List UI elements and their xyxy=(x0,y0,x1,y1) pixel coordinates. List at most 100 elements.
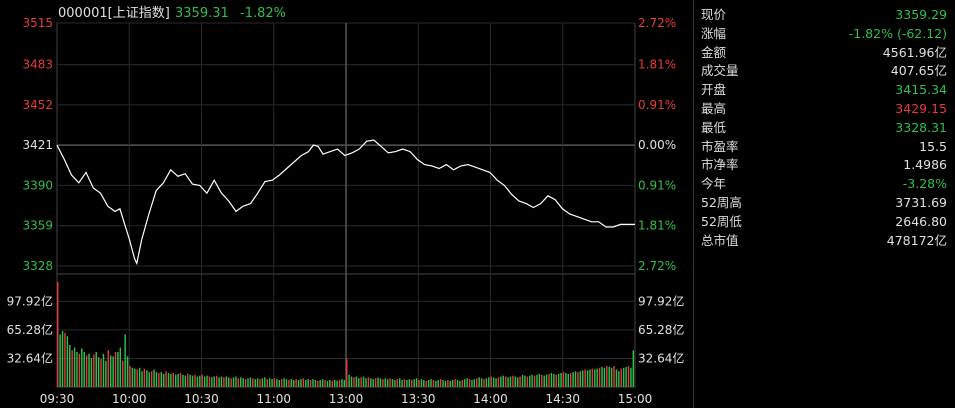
time-tick-label: 09:30 xyxy=(40,392,75,406)
volume-bar xyxy=(283,378,285,387)
stat-value: -3.28% xyxy=(902,176,947,192)
volume-bar xyxy=(184,375,187,387)
volume-bar xyxy=(548,373,550,387)
volume-bar xyxy=(569,373,572,387)
quote-stats-panel: 现价 3359.29 涨幅 -1.82% (-62.12) 金额 4561.96亿 成交量 4… xyxy=(693,0,955,408)
price-tick-label-left: 3390 xyxy=(22,178,53,192)
volume-bar xyxy=(273,378,276,387)
volume-bar xyxy=(543,375,545,387)
volume-bar xyxy=(314,380,317,387)
volume-bar xyxy=(478,377,480,387)
stat-label: 52周高 xyxy=(701,195,742,210)
volume-bar xyxy=(177,373,179,387)
volume-tick-label-left: 65.28亿 xyxy=(7,322,53,337)
volume-bar xyxy=(69,345,71,387)
volume-bar xyxy=(389,378,391,387)
volume-bar xyxy=(526,376,529,387)
volume-bar xyxy=(565,373,567,387)
volume-bar xyxy=(476,378,478,387)
volume-bar xyxy=(107,350,110,387)
stat-row: 最低 3328.31 xyxy=(701,119,947,137)
volume-bar xyxy=(105,360,107,387)
volume-bar xyxy=(73,347,76,387)
volume-bar xyxy=(524,375,526,387)
volume-bar xyxy=(131,367,134,387)
price-tick-label-left: 3421 xyxy=(22,138,53,152)
volume-bar xyxy=(406,380,408,387)
volume-bar xyxy=(249,377,252,387)
volume-bar xyxy=(538,373,541,387)
volume-bar xyxy=(146,370,148,387)
volume-bar xyxy=(196,376,199,387)
volume-bar xyxy=(61,331,64,387)
volume-bar xyxy=(179,373,182,387)
volume-bar xyxy=(252,378,254,387)
volume-bar xyxy=(442,380,444,387)
volume-bar xyxy=(148,372,150,387)
volume-bar xyxy=(309,380,312,387)
volume-bar xyxy=(293,380,295,387)
volume-bar xyxy=(153,369,155,387)
volume-bar xyxy=(430,379,432,387)
volume-bar xyxy=(603,367,606,387)
volume-bar xyxy=(324,380,326,387)
index-code-name: 000001[上证指数] xyxy=(58,6,170,21)
volume-bar xyxy=(574,371,577,387)
volume-bar xyxy=(300,379,302,387)
volume-bar xyxy=(317,380,319,387)
stat-value: 3731.69 xyxy=(895,195,947,210)
volume-bar xyxy=(220,376,223,387)
intraday-chart-panel[interactable]: 000001[上证指数] 3359.31 -1.82% 3515 2.72% 348… xyxy=(0,0,692,408)
time-tick-label: 15:00 xyxy=(618,392,653,406)
volume-bar xyxy=(331,380,333,387)
index-price: 3359.31 xyxy=(175,6,229,21)
volume-bar xyxy=(582,370,584,387)
volume-bar xyxy=(215,375,218,387)
volume-bar xyxy=(464,379,466,387)
volume-bar xyxy=(59,334,61,387)
volume-bar xyxy=(109,355,112,387)
volume-bar xyxy=(213,376,215,387)
volume-bar xyxy=(413,379,415,387)
volume-bar xyxy=(620,368,622,387)
volume-bar xyxy=(134,368,136,387)
chart-grid xyxy=(56,22,636,388)
volume-bar xyxy=(261,378,264,387)
time-tick-label: 14:00 xyxy=(473,392,508,406)
volume-bar xyxy=(358,378,360,387)
stat-label: 最低 xyxy=(701,119,727,135)
stat-label: 市盈率 xyxy=(701,138,739,154)
volume-bar xyxy=(579,371,582,387)
volume-bar xyxy=(223,377,225,387)
volume-bar xyxy=(577,372,579,387)
volume-bar xyxy=(471,380,473,387)
axis-labels: 3515 2.72% 3483 1.81% 3452 0.91% 3421 0.00% 3390… xyxy=(7,16,685,406)
stat-row: 最高 3429.15 xyxy=(701,100,947,118)
volume-bar xyxy=(622,367,625,387)
volume-bar xyxy=(598,367,601,387)
volume-bar xyxy=(78,353,81,387)
intraday-chart[interactable]: 000001[上证指数] 3359.31 -1.82% 3515 2.72% 348… xyxy=(0,0,692,408)
volume-bar xyxy=(529,375,531,387)
stat-row: 金额 4561.96亿 xyxy=(701,44,947,62)
stat-label: 今年 xyxy=(701,176,727,192)
volume-bar xyxy=(394,380,396,387)
volume-bar xyxy=(456,380,459,387)
volume-bar xyxy=(254,379,256,387)
volume-tick-label-right: 65.28亿 xyxy=(638,322,684,337)
volume-bar xyxy=(567,373,570,387)
volume-bar xyxy=(521,374,524,387)
volume-bar xyxy=(225,376,228,387)
volume-bar xyxy=(81,348,83,387)
volume-bar xyxy=(160,372,163,387)
volume-bar xyxy=(66,336,69,387)
stat-row: 现价 3359.29 xyxy=(701,6,947,24)
volume-bar xyxy=(466,378,468,387)
volume-bar xyxy=(336,380,338,387)
stat-row: 总市值 478172亿 xyxy=(701,232,947,250)
volume-bar xyxy=(218,377,220,387)
volume-bar xyxy=(403,379,406,387)
volume-bar xyxy=(415,378,418,387)
volume-bar xyxy=(396,379,399,387)
volume-bar xyxy=(536,374,538,387)
